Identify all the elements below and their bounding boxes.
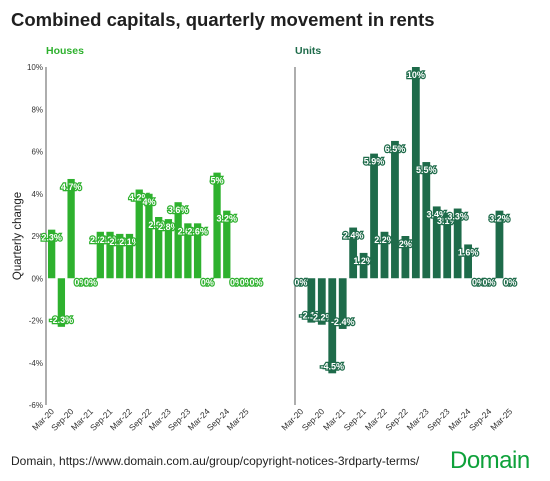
bar — [164, 219, 173, 279]
data-label: 0% — [482, 277, 495, 287]
bar — [443, 212, 452, 279]
y-tick-label: 0% — [31, 274, 43, 283]
data-label: 3.2% — [217, 214, 238, 224]
panel-title-houses: Houses — [46, 45, 84, 57]
bar — [453, 208, 462, 279]
y-tick-label: 4% — [31, 190, 43, 199]
source-footer: Domain, https://www.domain.com.au/group/… — [11, 454, 420, 468]
x-tick-label: Sep-24 — [467, 406, 494, 433]
data-label: 4% — [142, 197, 155, 207]
bar — [135, 189, 143, 279]
y-tick-label: 8% — [31, 105, 43, 114]
bar — [432, 206, 441, 279]
data-label: 3.2% — [489, 214, 510, 224]
bar — [193, 223, 202, 279]
bar — [116, 233, 124, 279]
bar — [106, 231, 114, 279]
data-label: 2.3% — [41, 233, 62, 243]
data-label: -2.2% — [310, 313, 334, 323]
data-label: 2.6% — [178, 226, 199, 236]
x-tick-label: Sep-20 — [300, 406, 327, 433]
data-label: 2% — [399, 239, 412, 249]
y-tick-label: -2% — [29, 317, 43, 326]
bar — [155, 216, 163, 279]
data-label: 0% — [74, 277, 87, 287]
y-tick-label: 6% — [31, 148, 43, 157]
data-label: 2.2% — [100, 235, 121, 245]
data-label: 3.3% — [447, 212, 468, 222]
bar — [359, 252, 368, 279]
x-tick-label: Mar-25 — [225, 406, 251, 432]
data-label: 1.2% — [353, 256, 374, 266]
data-label: 6.5% — [385, 144, 406, 154]
data-label: 2.1% — [119, 237, 140, 247]
chart-title: Combined capitals, quarterly movement in… — [11, 9, 435, 30]
bar — [174, 202, 182, 279]
data-label: 3.1% — [437, 216, 458, 226]
y-tick-label: -4% — [29, 359, 43, 368]
data-label: 3.4% — [426, 209, 447, 219]
data-label: 5.5% — [416, 165, 437, 175]
data-label: -2.1% — [300, 311, 324, 321]
data-label: 5% — [211, 176, 224, 186]
data-label: 2.9% — [148, 220, 169, 230]
bar — [495, 210, 504, 279]
x-tick-label: Mar-25 — [488, 406, 514, 432]
panel-title-units: Units — [295, 45, 321, 57]
data-label: 0% — [240, 277, 253, 287]
bar — [223, 210, 231, 279]
bar — [338, 278, 347, 329]
bar — [184, 223, 192, 279]
x-tick-label: Sep-21 — [342, 406, 369, 433]
data-label: -2.4% — [331, 317, 355, 327]
bar — [48, 229, 56, 279]
bar — [213, 172, 221, 279]
bar — [328, 278, 337, 374]
bar — [307, 278, 316, 323]
bar — [317, 278, 326, 325]
data-label: 5.9% — [364, 157, 385, 167]
data-label: 2.6% — [187, 226, 208, 236]
bar — [125, 233, 134, 279]
data-label: 0% — [472, 277, 485, 287]
bar — [67, 178, 75, 279]
data-label: 0% — [249, 277, 262, 287]
data-label: 4.7% — [61, 182, 82, 192]
data-label: 2.1% — [110, 237, 131, 247]
bar — [96, 231, 104, 279]
y-tick-label: 2% — [31, 232, 43, 241]
data-label: 0% — [84, 277, 97, 287]
data-label: 2.2% — [374, 235, 395, 245]
data-label: 4.2% — [129, 193, 150, 203]
data-label: 1.6% — [458, 247, 479, 257]
bar — [391, 140, 399, 279]
bar — [401, 236, 410, 279]
domain-logo: Domain — [450, 447, 530, 474]
bar — [145, 193, 153, 279]
bar — [349, 227, 358, 279]
bar — [411, 67, 420, 279]
data-label: 0% — [230, 277, 243, 287]
data-label: 0% — [294, 277, 307, 287]
y-tick-label: 10% — [27, 63, 43, 72]
data-label: 0% — [201, 277, 214, 287]
bar — [370, 153, 378, 279]
y-axis-title: Quarterly change — [12, 192, 24, 280]
y-tick-label: -6% — [29, 401, 43, 410]
data-label: 2.4% — [343, 231, 364, 241]
data-label: -4.5% — [320, 361, 344, 371]
bar — [464, 244, 472, 279]
x-tick-label: Sep-22 — [383, 406, 410, 433]
bar — [57, 278, 66, 327]
data-label: 2.8% — [158, 222, 179, 232]
data-label: 0% — [503, 277, 516, 287]
data-label: 10% — [407, 70, 425, 80]
bar — [422, 162, 431, 279]
bar — [380, 231, 389, 279]
x-tick-label: Sep-23 — [425, 406, 452, 433]
data-label: 3.6% — [168, 205, 189, 215]
data-label: 2.2% — [90, 235, 111, 245]
data-label: -2.3% — [50, 315, 74, 325]
